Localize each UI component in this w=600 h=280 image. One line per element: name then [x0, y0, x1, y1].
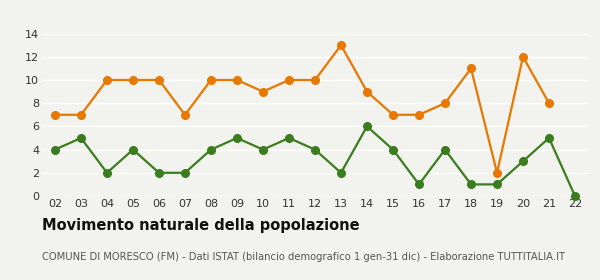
Decessi: [520, 55, 527, 59]
Nascite: [103, 171, 110, 174]
Decessi: [103, 78, 110, 82]
Legend: Nascite, Decessi: Nascite, Decessi: [247, 0, 383, 1]
Nascite: [364, 125, 371, 128]
Nascite: [467, 183, 475, 186]
Nascite: [571, 194, 578, 198]
Nascite: [233, 136, 241, 140]
Decessi: [442, 102, 449, 105]
Decessi: [233, 78, 241, 82]
Nascite: [337, 171, 344, 174]
Text: Movimento naturale della popolazione: Movimento naturale della popolazione: [42, 218, 359, 234]
Decessi: [286, 78, 293, 82]
Nascite: [259, 148, 266, 151]
Decessi: [130, 78, 137, 82]
Nascite: [311, 148, 319, 151]
Decessi: [415, 113, 422, 116]
Nascite: [52, 148, 59, 151]
Nascite: [415, 183, 422, 186]
Line: Nascite: Nascite: [51, 123, 579, 200]
Decessi: [493, 171, 500, 174]
Text: COMUNE DI MORESCO (FM) - Dati ISTAT (bilancio demografico 1 gen-31 dic) - Elabor: COMUNE DI MORESCO (FM) - Dati ISTAT (bil…: [42, 252, 565, 262]
Line: Decessi: Decessi: [51, 41, 553, 177]
Nascite: [77, 136, 85, 140]
Nascite: [442, 148, 449, 151]
Decessi: [389, 113, 397, 116]
Nascite: [208, 148, 215, 151]
Nascite: [389, 148, 397, 151]
Decessi: [545, 102, 553, 105]
Decessi: [467, 67, 475, 70]
Nascite: [181, 171, 188, 174]
Decessi: [208, 78, 215, 82]
Nascite: [286, 136, 293, 140]
Nascite: [520, 160, 527, 163]
Decessi: [77, 113, 85, 116]
Decessi: [364, 90, 371, 93]
Decessi: [181, 113, 188, 116]
Decessi: [155, 78, 163, 82]
Decessi: [311, 78, 319, 82]
Nascite: [130, 148, 137, 151]
Decessi: [337, 43, 344, 47]
Nascite: [155, 171, 163, 174]
Decessi: [52, 113, 59, 116]
Nascite: [493, 183, 500, 186]
Decessi: [259, 90, 266, 93]
Nascite: [545, 136, 553, 140]
